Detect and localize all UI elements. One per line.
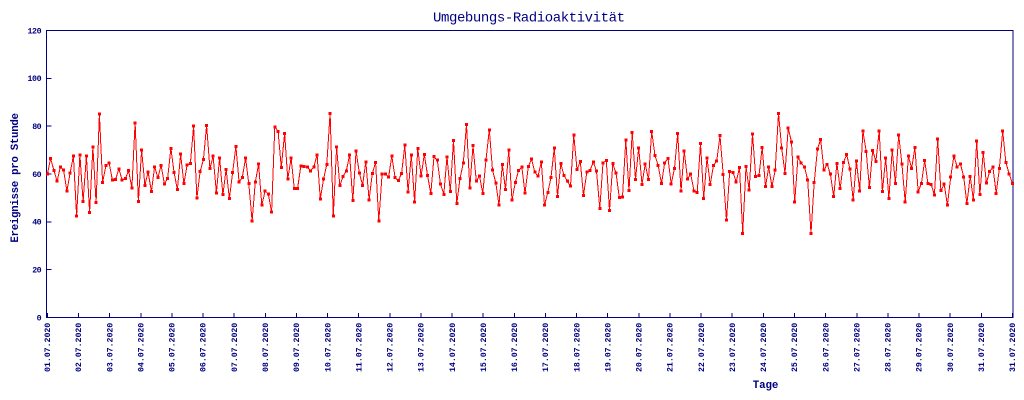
svg-text:19.07.2020: 19.07.2020 — [604, 323, 613, 372]
svg-text:0: 0 — [37, 314, 42, 323]
svg-text:80: 80 — [32, 123, 41, 132]
svg-text:40: 40 — [32, 219, 41, 228]
svg-text:25.07.2020: 25.07.2020 — [791, 323, 800, 372]
svg-text:20: 20 — [32, 267, 41, 276]
svg-text:04.07.2020: 04.07.2020 — [138, 323, 147, 372]
svg-text:22.07.2020: 22.07.2020 — [698, 323, 707, 372]
svg-text:Ereignisse pro Stunde: Ereignisse pro Stunde — [10, 113, 22, 243]
svg-text:100: 100 — [28, 75, 42, 84]
svg-text:24.07.2020: 24.07.2020 — [760, 323, 769, 372]
svg-text:02.07.2020: 02.07.2020 — [75, 323, 84, 372]
svg-text:05.07.2020: 05.07.2020 — [169, 323, 178, 372]
svg-text:20.07.2020: 20.07.2020 — [636, 323, 645, 372]
svg-text:01.07.2020: 01.07.2020 — [44, 323, 53, 372]
svg-text:30.07.2020: 30.07.2020 — [947, 323, 956, 372]
svg-text:09.07.2020: 09.07.2020 — [293, 323, 302, 372]
svg-text:31.07.2020: 31.07.2020 — [1009, 323, 1018, 372]
svg-text:Umgebungs-Radioaktivität: Umgebungs-Radioaktivität — [433, 11, 625, 27]
svg-text:13.07.2020: 13.07.2020 — [418, 323, 427, 372]
svg-text:15.07.2020: 15.07.2020 — [480, 323, 489, 372]
svg-text:27.07.2020: 27.07.2020 — [854, 323, 863, 372]
svg-text:31.07.2020: 31.07.2020 — [978, 323, 987, 372]
svg-text:08.07.2020: 08.07.2020 — [262, 323, 271, 372]
svg-text:21.07.2020: 21.07.2020 — [667, 323, 676, 372]
svg-text:26.07.2020: 26.07.2020 — [822, 323, 831, 372]
svg-text:14.07.2020: 14.07.2020 — [449, 323, 458, 372]
svg-text:60: 60 — [32, 171, 41, 180]
svg-text:10.07.2020: 10.07.2020 — [324, 323, 333, 372]
svg-text:12.07.2020: 12.07.2020 — [387, 323, 396, 372]
svg-text:28.07.2020: 28.07.2020 — [885, 323, 894, 372]
svg-text:29.07.2020: 29.07.2020 — [916, 323, 925, 372]
svg-text:11.07.2020: 11.07.2020 — [355, 323, 364, 372]
svg-text:16.07.2020: 16.07.2020 — [511, 323, 520, 372]
svg-text:06.07.2020: 06.07.2020 — [200, 323, 209, 372]
svg-text:23.07.2020: 23.07.2020 — [729, 323, 738, 372]
svg-text:Tage: Tage — [753, 380, 779, 392]
svg-text:18.07.2020: 18.07.2020 — [573, 323, 582, 372]
svg-text:07.07.2020: 07.07.2020 — [231, 323, 240, 372]
svg-text:120: 120 — [28, 27, 42, 36]
svg-text:17.07.2020: 17.07.2020 — [542, 323, 551, 372]
svg-text:03.07.2020: 03.07.2020 — [106, 323, 115, 372]
